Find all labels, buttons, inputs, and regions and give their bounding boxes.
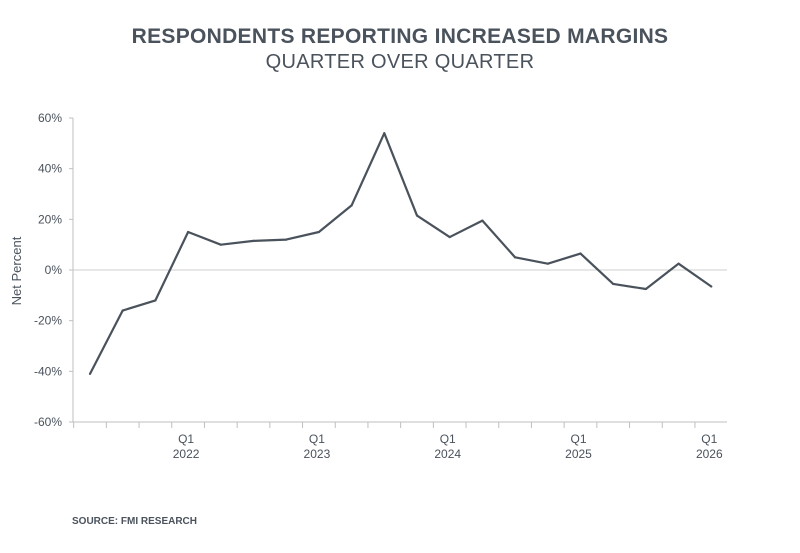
data-point [219,243,222,246]
x-tick-year-label: 2022 [173,447,200,461]
source-note: SOURCE: FMI RESEARCH [72,516,198,527]
y-tick-label: 60% [38,111,62,125]
y-tick-label: 0% [45,263,63,277]
data-point [579,252,582,255]
data-point [285,238,288,241]
data-point [481,219,484,222]
y-tick-label: 20% [38,212,62,226]
data-point [612,282,615,286]
series-line [89,132,712,375]
y-tick-label: 40% [38,162,62,176]
y-tick-label: -40% [34,364,62,378]
data-point [121,309,124,312]
y-tick-label: -60% [34,415,62,429]
data-point [448,235,451,239]
data-point [252,239,255,242]
data-point [546,262,549,265]
data-point [644,287,648,291]
x-tick-quarter-label: Q1 [570,432,586,446]
data-point [415,214,419,217]
data-point [677,262,680,265]
x-tick-quarter-label: Q1 [178,432,194,446]
x-tick-year-label: 2026 [696,447,723,461]
data-point [154,299,157,302]
series-group [88,132,713,375]
data-point [317,230,320,234]
data-point [710,285,713,288]
chart-subtitle: QUARTER OVER QUARTER [265,51,535,73]
data-point [187,230,190,234]
data-point [514,256,517,259]
x-tick-quarter-label: Q1 [309,432,325,446]
data-point [383,132,386,135]
data-point [350,204,353,207]
x-tick-year-label: 2024 [434,447,461,461]
data-point [88,372,92,375]
y-axis-title: Net Percent [9,236,24,305]
x-ticks [73,422,696,428]
y-tick-label: -20% [34,314,62,328]
y-ticks: 60% 40% 20% 0% -20% -40% -60% [34,111,73,429]
x-tick-quarter-label: Q1 [440,432,456,446]
x-tick-quarter-label: Q1 [701,432,717,446]
x-tick-year-label: 2023 [304,447,331,461]
x-tick-year-label: 2025 [565,447,592,461]
chart-title: RESPONDENTS REPORTING INCREASED MARGINS [131,25,669,48]
